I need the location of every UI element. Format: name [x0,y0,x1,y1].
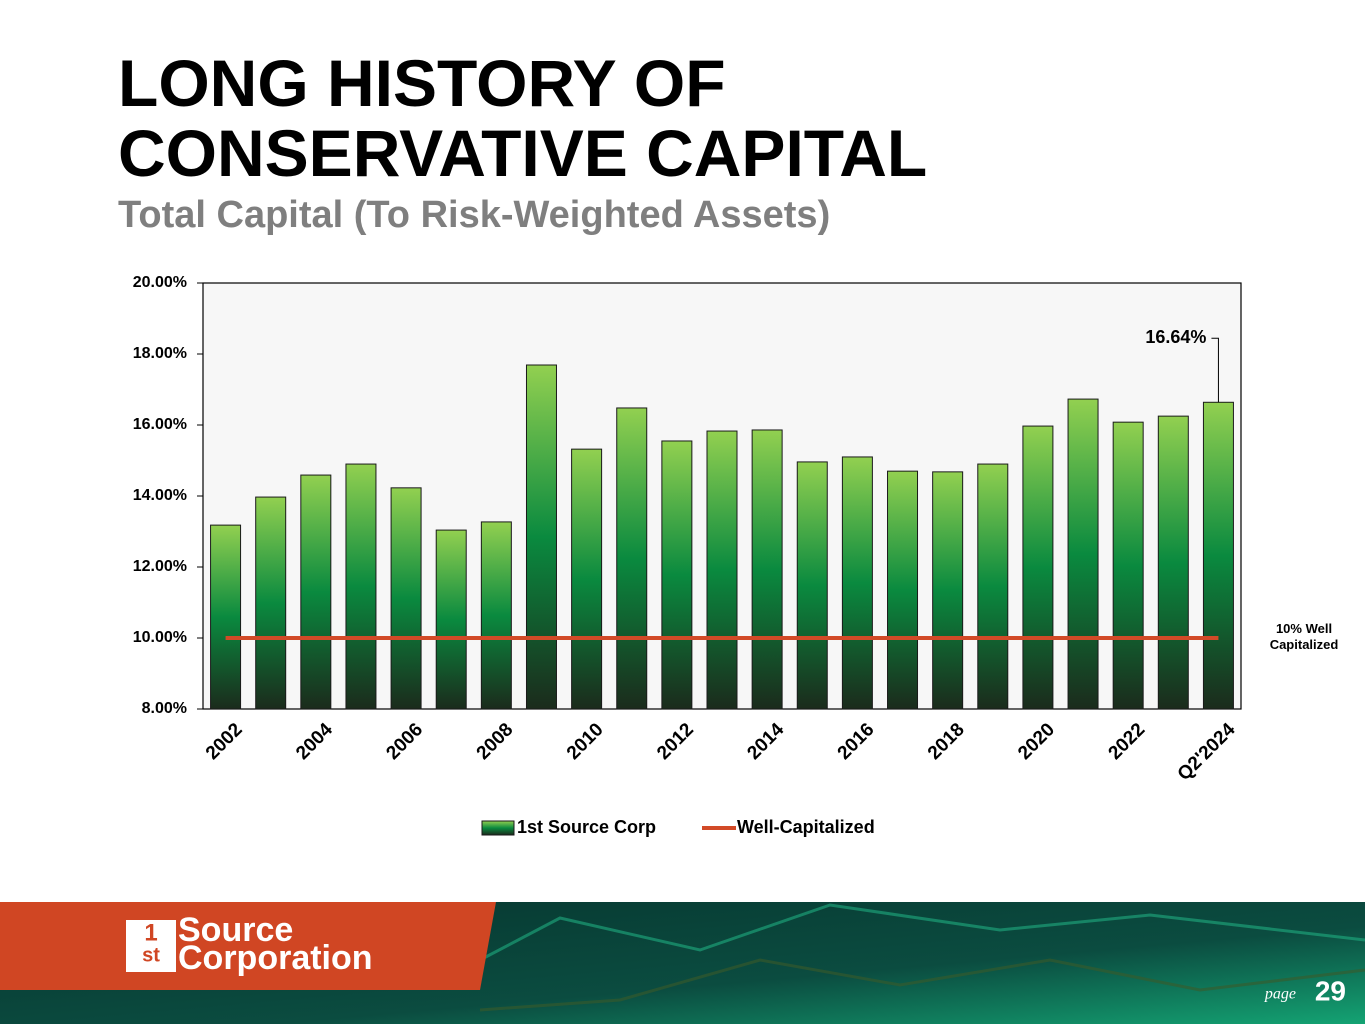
x-tick-group: Q2'2024 [1174,719,1240,785]
bar [841,456,873,710]
bar [525,364,557,710]
x-tick-group: 2008 [473,719,518,764]
x-tick-label: 2004 [292,719,337,764]
x-tick-label: Q2'2024 [1174,719,1240,785]
y-tick-label: 10.00% [133,629,187,646]
annotation: 10% Well Capitalized [1269,621,1339,652]
bar [390,487,422,710]
x-tick-label: 2006 [382,719,427,764]
x-tick-group: 2018 [924,719,969,764]
bar [300,474,332,710]
x-tick-group: 2002 [202,719,247,764]
x-tick-group: 2022 [1105,719,1150,764]
bar [1157,415,1189,710]
legend-label: 1st Source Corp [517,817,656,837]
logo-mark: 1 [144,919,157,946]
logo-box [126,920,176,972]
y-tick-label: 20.00% [133,274,187,291]
bar [932,471,964,710]
bar [751,429,783,710]
footer: 1 st Source Corporation page 29 [0,902,1365,1024]
bar [571,448,603,710]
callout [1211,337,1219,403]
y-tick-label: 8.00% [142,700,187,717]
x-tick-group: 2014 [743,719,788,764]
bar [1022,425,1054,710]
x-tick-label: 2014 [743,719,788,764]
bar [345,463,377,710]
legend-label: Well-Capitalized [737,817,875,837]
x-tick-label: 2002 [202,719,247,764]
x-tick-label: 2018 [924,719,969,764]
x-tick-label: 2016 [834,719,879,764]
bar [1112,421,1144,710]
bar [796,461,828,710]
x-tick-group: 2010 [563,719,608,764]
decor [479,958,1365,1012]
logo-text: Source [178,911,293,949]
logo-text: Corporation [178,939,373,977]
title: LONG HISTORY OF CONSERVATIVE CAPITAL [118,46,928,190]
bar [977,463,1009,710]
bar [435,529,467,710]
logo-bg [0,902,496,990]
page-word: page [1264,986,1296,1003]
bar [480,521,512,710]
x-tick-group: 2020 [1014,719,1059,764]
y-tick-label: 16.00% [133,416,187,433]
bar [255,496,287,710]
bar [887,470,919,710]
bar [706,430,738,710]
legend-swatch [481,820,515,836]
bar [616,407,648,710]
y-tick-label: 12.00% [133,558,187,575]
bar [210,524,242,710]
x-tick-label: 2008 [473,719,518,764]
x-tick-group: 2012 [653,719,698,764]
x-tick-group: 2016 [834,719,879,764]
y-tick-label: 18.00% [133,345,187,362]
bar [1202,401,1234,710]
x-tick-label: 2012 [653,719,698,764]
bar [1067,398,1099,710]
y-tick-label: 14.00% [133,487,187,504]
subtitle: Total Capital (To Risk-Weighted Assets) [118,194,831,236]
x-tick-group: 2004 [292,719,337,764]
value-label: 16.64% [1145,327,1206,347]
page-number: 29 [1315,975,1346,1006]
x-tick-label: 2022 [1105,719,1150,764]
logo-sup: st [142,944,160,966]
decor [479,903,1365,962]
bar [661,440,693,710]
x-tick-label: 2010 [563,719,608,764]
x-tick-group: 2006 [382,719,427,764]
x-tick-label: 2020 [1014,719,1059,764]
